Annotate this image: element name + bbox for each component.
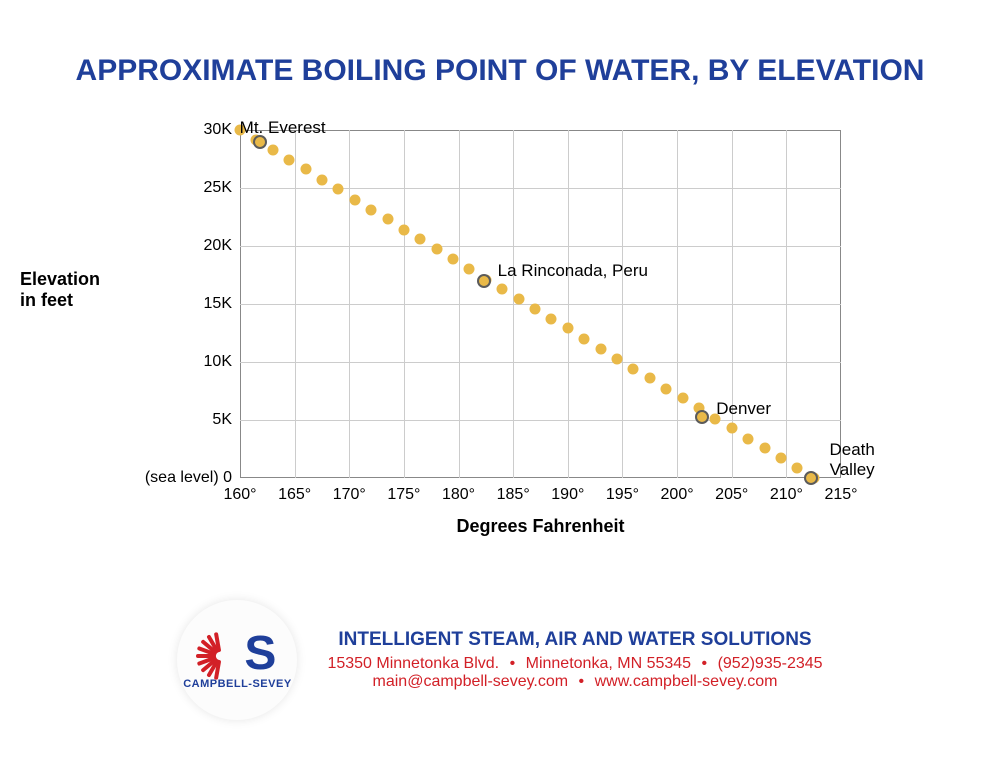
logo-letter-s: S <box>244 630 276 678</box>
sunburst-icon <box>198 632 242 676</box>
y-axis-label-line1: Elevation <box>20 269 115 290</box>
y-tick-label: (sea level) 0 <box>145 469 232 487</box>
x-axis-label: Degrees Fahrenheit <box>240 516 841 537</box>
trend-dot <box>316 174 327 185</box>
trend-dot <box>333 184 344 195</box>
x-tick-label: 205° <box>715 486 748 504</box>
y-tick-label: 20K <box>204 237 232 255</box>
footer-contact-line-1: 15350 Minnetonka Blvd. • Minnetonka, MN … <box>327 655 822 673</box>
trend-dot <box>448 253 459 264</box>
bullet-separator: • <box>702 655 708 672</box>
trend-dot <box>349 194 360 205</box>
trend-dot <box>415 234 426 245</box>
page-title: APPROXIMATE BOILING POINT OF WATER, BY E… <box>0 54 1000 88</box>
x-tick-label: 170° <box>333 486 366 504</box>
gridline-horizontal <box>240 420 841 421</box>
gridline-horizontal <box>240 362 841 363</box>
x-tick-label: 200° <box>661 486 694 504</box>
trend-dot <box>628 363 639 374</box>
footer-contact-line-2: main@campbell-sevey.com • www.campbell-s… <box>327 673 822 691</box>
trend-dot <box>513 294 524 305</box>
trend-dot <box>300 164 311 175</box>
footer-city: Minnetonka, MN 55345 <box>526 655 691 672</box>
trend-dot <box>661 383 672 394</box>
trend-dot <box>743 433 754 444</box>
data-marker-label: Denver <box>716 399 771 419</box>
trend-dot <box>595 344 606 355</box>
trend-dot <box>611 353 622 364</box>
data-marker-label: DeathValley <box>829 440 874 480</box>
trend-dot <box>792 462 803 473</box>
bullet-separator: • <box>510 655 516 672</box>
footer: S CAMPBELL-SEVEY INTELLIGENT STEAM, AIR … <box>0 600 1000 720</box>
trend-dot <box>267 144 278 155</box>
y-tick-label: 30K <box>204 121 232 139</box>
footer-address: 15350 Minnetonka Blvd. <box>327 655 499 672</box>
y-tick-label: 10K <box>204 353 232 371</box>
x-tick-label: 160° <box>223 486 256 504</box>
data-marker-label: Mt. Everest <box>240 118 326 138</box>
gridline-horizontal <box>240 304 841 305</box>
x-tick-label: 185° <box>497 486 530 504</box>
trend-dot <box>284 155 295 166</box>
data-marker-label: La Rinconada, Peru <box>498 261 648 281</box>
y-tick-label: 25K <box>204 179 232 197</box>
footer-tagline: INTELLIGENT STEAM, AIR AND WATER SOLUTIO… <box>327 629 822 651</box>
trend-dot <box>579 333 590 344</box>
gridline-horizontal <box>240 188 841 189</box>
bullet-separator: • <box>579 673 585 690</box>
boiling-point-chart: Elevation in feet Degrees Fahrenheit 160… <box>120 120 900 540</box>
data-marker <box>477 274 491 288</box>
x-tick-label: 165° <box>278 486 311 504</box>
x-tick-label: 175° <box>387 486 420 504</box>
footer-website: www.campbell-sevey.com <box>595 673 778 690</box>
trend-dot <box>431 244 442 255</box>
trend-dot <box>382 214 393 225</box>
y-axis-label-line2: in feet <box>20 290 115 311</box>
x-tick-label: 215° <box>824 486 857 504</box>
data-marker <box>804 471 818 485</box>
footer-phone: (952)935-2345 <box>718 655 823 672</box>
trend-dot <box>677 392 688 403</box>
footer-email: main@campbell-sevey.com <box>373 673 569 690</box>
x-tick-label: 195° <box>606 486 639 504</box>
x-tick-label: 190° <box>551 486 584 504</box>
brand-name: CAMPBELL-SEVEY <box>183 678 291 690</box>
trend-dot <box>464 264 475 275</box>
trend-dot <box>546 314 557 325</box>
trend-dot <box>759 442 770 453</box>
y-tick-label: 15K <box>204 295 232 313</box>
trend-dot <box>644 373 655 384</box>
trend-dot <box>726 423 737 434</box>
x-tick-label: 180° <box>442 486 475 504</box>
y-tick-label: 5K <box>212 411 232 429</box>
brand-logo: S CAMPBELL-SEVEY <box>177 600 297 720</box>
trend-dot <box>398 224 409 235</box>
trend-dot <box>497 283 508 294</box>
gridline-horizontal <box>240 246 841 247</box>
trend-dot <box>366 205 377 216</box>
data-marker <box>695 410 709 424</box>
y-axis-label: Elevation in feet <box>20 269 115 311</box>
trend-dot <box>562 323 573 334</box>
x-tick-label: 210° <box>770 486 803 504</box>
trend-dot <box>775 453 786 464</box>
trend-dot <box>530 303 541 314</box>
